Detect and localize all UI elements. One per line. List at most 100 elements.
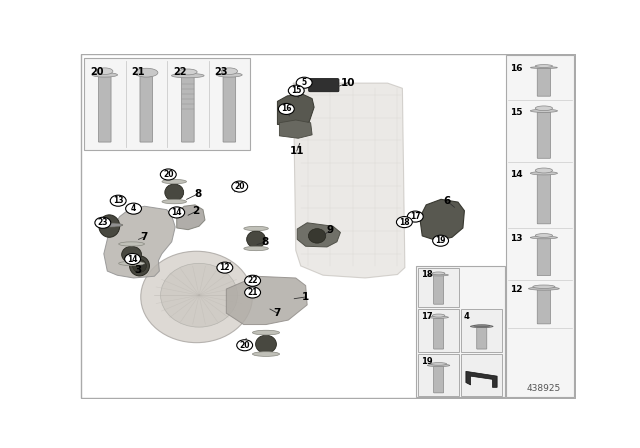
- Ellipse shape: [165, 184, 184, 201]
- FancyBboxPatch shape: [537, 112, 550, 158]
- Circle shape: [95, 217, 111, 228]
- Circle shape: [110, 195, 126, 206]
- Ellipse shape: [535, 168, 552, 173]
- Ellipse shape: [96, 223, 123, 227]
- Text: 20: 20: [163, 170, 173, 179]
- Ellipse shape: [244, 226, 268, 231]
- Text: 21: 21: [247, 288, 258, 297]
- Ellipse shape: [431, 362, 447, 365]
- Ellipse shape: [531, 109, 557, 112]
- Text: 20: 20: [239, 341, 250, 350]
- Polygon shape: [104, 206, 175, 278]
- Ellipse shape: [429, 316, 449, 319]
- FancyBboxPatch shape: [140, 77, 152, 142]
- Ellipse shape: [531, 236, 557, 239]
- Ellipse shape: [161, 263, 237, 327]
- Circle shape: [278, 103, 294, 115]
- FancyBboxPatch shape: [506, 56, 574, 397]
- Ellipse shape: [162, 179, 186, 184]
- Ellipse shape: [433, 272, 445, 275]
- Ellipse shape: [162, 199, 186, 204]
- Ellipse shape: [97, 68, 113, 74]
- FancyBboxPatch shape: [461, 354, 502, 396]
- Text: 6: 6: [444, 196, 451, 206]
- Ellipse shape: [244, 246, 268, 251]
- Text: 18: 18: [399, 218, 410, 227]
- FancyBboxPatch shape: [308, 78, 339, 92]
- FancyBboxPatch shape: [182, 77, 194, 142]
- Polygon shape: [297, 223, 340, 247]
- Polygon shape: [293, 83, 405, 278]
- Text: 7: 7: [140, 232, 147, 242]
- FancyBboxPatch shape: [434, 276, 444, 304]
- FancyBboxPatch shape: [81, 55, 575, 398]
- Text: 14: 14: [172, 208, 182, 217]
- Text: 12: 12: [509, 285, 522, 294]
- Ellipse shape: [535, 65, 552, 68]
- Ellipse shape: [308, 228, 326, 243]
- Text: 5: 5: [301, 78, 307, 87]
- Text: 12: 12: [220, 263, 230, 272]
- Text: 15: 15: [509, 108, 522, 116]
- Text: 10: 10: [340, 78, 355, 88]
- Ellipse shape: [92, 73, 118, 77]
- Ellipse shape: [535, 233, 552, 237]
- Text: 438925: 438925: [527, 383, 561, 392]
- Text: 1: 1: [302, 292, 309, 302]
- Circle shape: [408, 211, 423, 222]
- Text: 18: 18: [421, 271, 433, 280]
- Circle shape: [125, 254, 141, 264]
- Ellipse shape: [172, 73, 204, 78]
- Text: 4: 4: [464, 312, 470, 321]
- Text: 4: 4: [131, 204, 136, 213]
- FancyBboxPatch shape: [537, 68, 550, 96]
- Text: 15: 15: [291, 86, 301, 95]
- Text: 16: 16: [281, 104, 292, 113]
- FancyBboxPatch shape: [419, 309, 459, 352]
- Text: 9: 9: [326, 225, 333, 235]
- Ellipse shape: [216, 73, 242, 77]
- Ellipse shape: [433, 314, 445, 317]
- Text: 17: 17: [410, 212, 420, 221]
- Circle shape: [217, 262, 233, 273]
- Ellipse shape: [141, 251, 252, 343]
- FancyBboxPatch shape: [477, 327, 487, 349]
- Circle shape: [396, 216, 412, 228]
- Text: 13: 13: [113, 196, 124, 205]
- Ellipse shape: [221, 68, 237, 74]
- Ellipse shape: [122, 246, 141, 263]
- Ellipse shape: [129, 256, 149, 276]
- Polygon shape: [280, 120, 312, 138]
- FancyBboxPatch shape: [99, 77, 111, 142]
- Circle shape: [237, 340, 253, 351]
- Ellipse shape: [255, 335, 276, 353]
- Ellipse shape: [252, 352, 280, 356]
- Polygon shape: [227, 276, 307, 324]
- Ellipse shape: [428, 364, 450, 366]
- Ellipse shape: [132, 259, 147, 272]
- Polygon shape: [177, 205, 205, 230]
- Ellipse shape: [474, 325, 490, 327]
- Text: 20: 20: [90, 66, 103, 77]
- Text: 22: 22: [247, 276, 258, 285]
- Ellipse shape: [533, 285, 555, 289]
- Ellipse shape: [529, 287, 559, 290]
- Ellipse shape: [470, 325, 493, 327]
- Text: 23: 23: [214, 66, 228, 77]
- FancyBboxPatch shape: [461, 309, 502, 352]
- Text: 21: 21: [131, 66, 145, 77]
- Ellipse shape: [118, 242, 145, 246]
- Circle shape: [244, 287, 260, 298]
- Ellipse shape: [246, 231, 266, 248]
- Text: 22: 22: [173, 66, 186, 77]
- Text: 19: 19: [435, 236, 446, 245]
- FancyBboxPatch shape: [537, 290, 550, 324]
- FancyBboxPatch shape: [419, 354, 459, 396]
- Circle shape: [125, 203, 141, 214]
- Text: 8: 8: [195, 189, 202, 199]
- Text: 23: 23: [97, 218, 108, 227]
- Ellipse shape: [118, 261, 145, 266]
- Ellipse shape: [531, 172, 557, 175]
- FancyBboxPatch shape: [84, 58, 250, 151]
- Text: 11: 11: [289, 146, 304, 156]
